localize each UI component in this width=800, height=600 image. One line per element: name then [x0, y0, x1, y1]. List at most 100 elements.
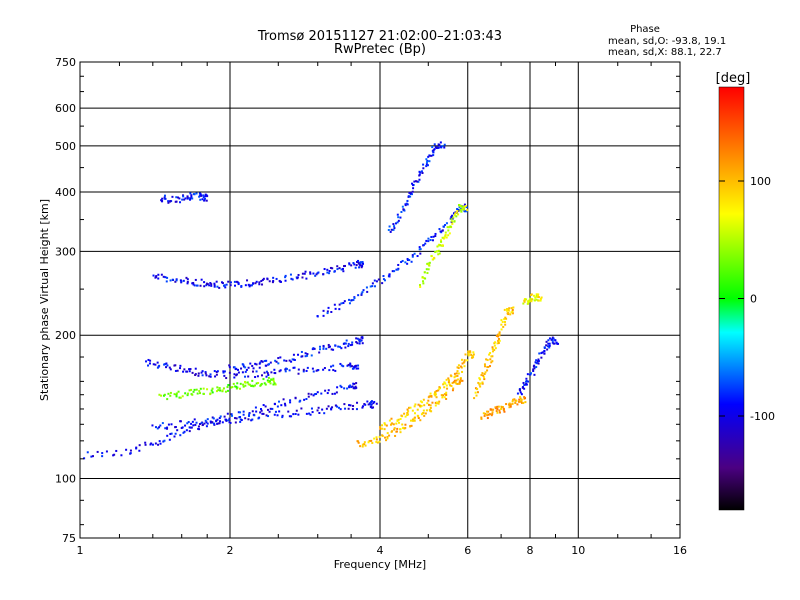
data-point	[396, 213, 399, 216]
data-point	[216, 418, 219, 421]
data-point	[342, 270, 345, 273]
data-point	[227, 384, 230, 387]
data-point	[251, 384, 254, 387]
data-point	[324, 389, 327, 392]
data-point	[262, 277, 265, 280]
data-point	[466, 209, 469, 212]
data-point	[487, 410, 490, 413]
data-point	[434, 404, 437, 407]
data-point	[322, 314, 325, 317]
data-point	[393, 227, 396, 230]
data-point	[509, 403, 512, 406]
data-point	[189, 198, 192, 201]
data-point	[437, 143, 440, 146]
data-point	[406, 262, 409, 265]
data-point	[297, 368, 300, 371]
data-point	[349, 404, 352, 407]
data-point	[510, 307, 513, 310]
data-point	[169, 391, 172, 394]
data-point	[173, 364, 176, 367]
data-point	[215, 371, 218, 374]
data-point	[129, 449, 132, 452]
data-point	[428, 264, 431, 267]
data-point	[428, 154, 431, 157]
data-point	[434, 390, 437, 393]
data-point	[469, 351, 472, 354]
data-point	[433, 148, 436, 151]
data-point	[230, 386, 233, 389]
data-point	[451, 389, 454, 392]
data-point	[521, 401, 524, 404]
data-point	[315, 273, 318, 276]
data-point	[192, 283, 195, 286]
data-point	[230, 413, 233, 416]
data-point	[315, 392, 318, 395]
data-point	[278, 400, 281, 403]
data-point	[407, 410, 410, 413]
data-point	[485, 358, 488, 361]
data-point	[461, 370, 464, 373]
data-point	[261, 360, 264, 363]
data-point	[113, 453, 116, 456]
data-point	[383, 422, 386, 425]
data-point	[355, 264, 358, 267]
data-point	[375, 438, 378, 441]
data-point	[494, 406, 497, 409]
data-point	[156, 366, 159, 369]
data-point	[434, 394, 437, 397]
data-point	[163, 363, 166, 366]
data-point	[281, 414, 284, 417]
data-point	[239, 382, 242, 385]
data-point	[355, 364, 358, 367]
data-point	[262, 404, 265, 407]
data-point	[315, 369, 318, 372]
y-tick-label: 300	[55, 245, 76, 258]
data-point	[182, 194, 185, 197]
data-point	[457, 367, 460, 370]
data-point	[285, 367, 288, 370]
data-point	[543, 350, 546, 353]
data-point	[343, 403, 346, 406]
data-point	[347, 345, 350, 348]
data-point	[327, 343, 330, 346]
data-point	[401, 205, 404, 208]
data-point	[511, 400, 514, 403]
data-point	[373, 279, 376, 282]
data-point	[361, 261, 364, 264]
data-point	[361, 262, 364, 265]
data-point	[369, 405, 372, 408]
data-point	[326, 312, 329, 315]
data-point	[254, 406, 257, 409]
data-point	[355, 337, 358, 340]
data-point	[225, 419, 228, 422]
data-point	[194, 374, 197, 377]
data-point	[432, 149, 435, 152]
data-point	[251, 370, 254, 373]
data-point	[184, 392, 187, 395]
data-point	[457, 372, 460, 375]
data-point	[228, 371, 231, 374]
data-point	[270, 378, 273, 381]
data-point	[242, 410, 245, 413]
data-point	[223, 374, 226, 377]
data-point	[502, 409, 505, 412]
data-point	[356, 260, 359, 263]
data-point	[496, 405, 499, 408]
data-point	[385, 424, 388, 427]
data-point	[219, 389, 222, 392]
data-point	[535, 294, 538, 297]
data-point	[266, 278, 269, 281]
data-point	[484, 371, 487, 374]
data-point	[534, 361, 537, 364]
data-point	[483, 363, 486, 366]
data-point	[358, 342, 361, 345]
data-point	[323, 412, 326, 415]
data-point	[387, 228, 390, 231]
data-point	[430, 410, 433, 413]
data-point	[149, 359, 152, 362]
data-point	[237, 283, 240, 286]
data-point	[254, 376, 257, 379]
data-point	[340, 268, 343, 271]
data-point	[228, 364, 231, 367]
data-point	[408, 406, 411, 409]
